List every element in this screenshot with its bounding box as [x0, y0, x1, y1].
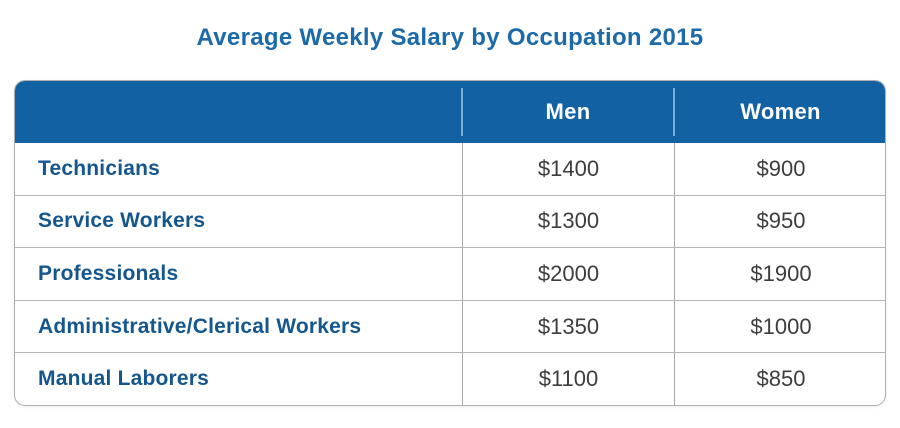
occupation-label: Professionals — [38, 261, 179, 285]
men-value: $2000 — [462, 248, 674, 300]
header-cell-occupation — [15, 81, 462, 143]
women-value: $1900 — [674, 248, 885, 300]
table-row-professionals: Professionals $2000 $1900 — [15, 247, 885, 300]
occupation-label: Technicians — [38, 156, 161, 180]
header-cell-men: Men — [461, 81, 674, 143]
occupation-label: Service Workers — [38, 209, 206, 233]
table-header-row: Men Women — [15, 81, 885, 143]
table-row-service-workers: Service Workers $1300 $950 — [15, 194, 885, 248]
table-row-manual-laborers: Manual Laborers $1100 $850 — [15, 352, 885, 405]
men-value: $1100 — [462, 353, 674, 405]
women-value: $850 — [674, 353, 885, 405]
women-value: $900 — [674, 143, 885, 195]
header-cell-women: Women — [673, 81, 885, 143]
table-row-technicians: Technicians $1400 $900 — [15, 143, 885, 195]
women-value: $1000 — [674, 300, 885, 353]
women-value: $950 — [674, 195, 885, 248]
salary-table: Men Women Technicians $1400 $900 Service… — [14, 80, 886, 406]
occupation-label: Manual Laborers — [38, 367, 210, 391]
men-value: $1350 — [462, 300, 674, 353]
men-value: $1400 — [462, 143, 674, 195]
occupation-label: Administrative/Clerical Workers — [38, 314, 362, 338]
men-value: $1300 — [462, 195, 674, 248]
page-title: Average Weekly Salary by Occupation 2015 — [196, 24, 704, 51]
table-body: Technicians $1400 $900 Service Workers $… — [15, 143, 885, 405]
table-row-administrative-clerical-workers: Administrative/Clerical Workers $1350 $1… — [15, 299, 885, 353]
